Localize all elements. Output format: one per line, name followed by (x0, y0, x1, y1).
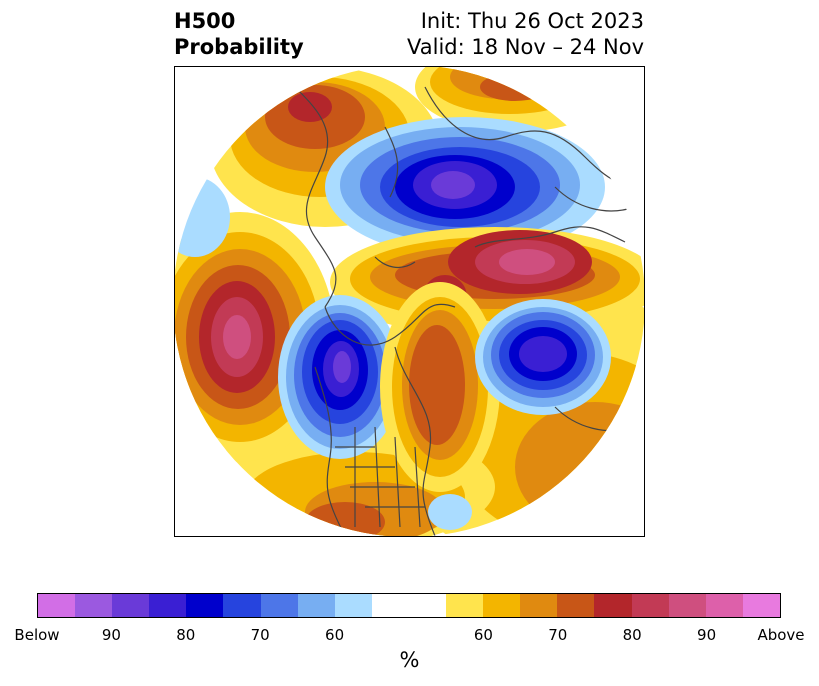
colorbar-tick-labels: Below 90 80 70 60 60 70 80 90 Above (14, 626, 804, 646)
forecast-dates: Init: Thu 26 Oct 2023 Valid: 18 Nov – 24… (407, 8, 644, 60)
tick-label: 70 (548, 626, 568, 644)
below-anomaly-arctic (325, 117, 605, 257)
above-anomaly-europe (448, 230, 592, 294)
colorbar (37, 593, 781, 618)
below-anomaly-atlantic (475, 299, 611, 415)
tick-label: 70 (250, 626, 270, 644)
title-line-2: Probability (174, 35, 304, 59)
colorbar-segment (334, 594, 372, 617)
colorbar-segment (371, 594, 447, 617)
colorbar-segment (742, 594, 780, 617)
tick-label: Above (757, 626, 805, 644)
tick-label: 90 (101, 626, 121, 644)
probability-map (174, 66, 645, 537)
below-anomaly-gulf-alaska (278, 295, 402, 459)
tick-label: 90 (697, 626, 717, 644)
colorbar-segment (705, 594, 743, 617)
colorbar-segment (520, 594, 558, 617)
colorbar-segment (38, 594, 76, 617)
colorbar-segment (149, 594, 187, 617)
colorbar-unit: % (399, 648, 420, 672)
colorbar-segment (260, 594, 298, 617)
map-title: H500 Probability (174, 8, 304, 60)
title-line-1: H500 (174, 9, 236, 33)
below-anomaly-southeast (428, 494, 472, 530)
colorbar-segment (631, 594, 669, 617)
colorbar-segment (223, 594, 261, 617)
tick-label: 60 (325, 626, 345, 644)
colorbar-segment (186, 594, 224, 617)
above-anomaly-canada (380, 282, 500, 492)
colorbar-segment (75, 594, 113, 617)
coastlines (294, 86, 644, 536)
colorbar-segment (297, 594, 335, 617)
tick-label: 80 (622, 626, 642, 644)
tick-label: 80 (176, 626, 196, 644)
colorbar-segment (483, 594, 521, 617)
colorbar-segment (557, 594, 595, 617)
colorbar-segment (446, 594, 484, 617)
colorbar-segment (594, 594, 632, 617)
colorbar-segment (112, 594, 150, 617)
tick-label: Below (14, 626, 60, 644)
valid-dates: Valid: 18 Nov – 24 Nov (407, 35, 644, 59)
init-date: Init: Thu 26 Oct 2023 (420, 9, 644, 33)
tick-label: 60 (473, 626, 493, 644)
colorbar-segment (668, 594, 706, 617)
